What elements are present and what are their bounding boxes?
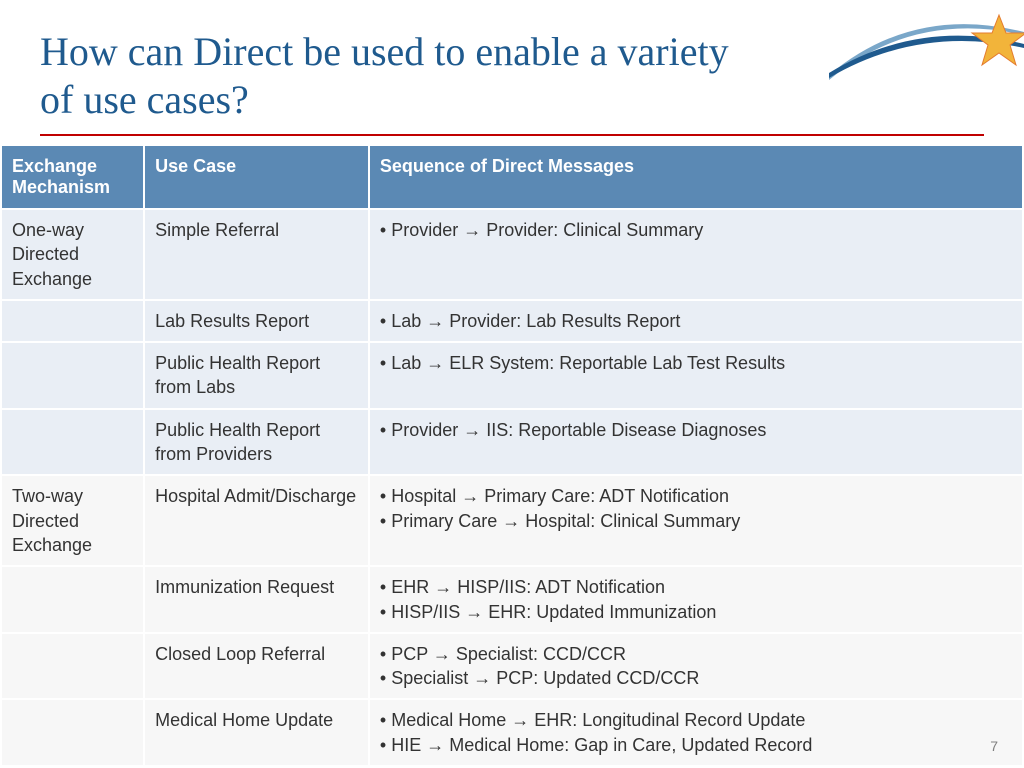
table-row: Two-way Directed ExchangeHospital Admit/… (1, 475, 1023, 566)
cell-sequence: Hospital → Primary Care: ADT Notificatio… (369, 475, 1023, 566)
cell-use-case: Simple Referral (144, 209, 369, 300)
table-row: One-way Directed ExchangeSimple Referral… (1, 209, 1023, 300)
cell-exchange-mechanism (1, 633, 144, 700)
message-bullet: HIE → Medical Home: Gap in Care, Updated… (380, 733, 1012, 757)
message-bullet: Lab → Provider: Lab Results Report (380, 309, 1012, 333)
cell-sequence: Lab → Provider: Lab Results Report (369, 300, 1023, 342)
message-bullet: Provider → Provider: Clinical Summary (380, 218, 1012, 242)
cell-exchange-mechanism (1, 342, 144, 409)
message-bullet: Primary Care → Hospital: Clinical Summar… (380, 509, 1012, 533)
cell-use-case: Medical Home Update (144, 699, 369, 766)
table-row: Public Health Report from Labs Lab → ELR … (1, 342, 1023, 409)
header-exchange-mechanism: Exchange Mechanism (1, 145, 144, 209)
cell-use-case: Public Health Report from Labs (144, 342, 369, 409)
table-row: Immunization RequestEHR → HISP/IIS: ADT … (1, 566, 1023, 633)
table-row: Public Health Report from Providers Provi… (1, 409, 1023, 476)
message-bullet: Provider → IIS: Reportable Disease Diagn… (380, 418, 1012, 442)
cell-sequence: PCP → Specialist: CCD/CCRSpecialist → PC… (369, 633, 1023, 700)
cell-sequence: Provider → IIS: Reportable Disease Diagn… (369, 409, 1023, 476)
cell-use-case: Hospital Admit/Discharge (144, 475, 369, 566)
table-row: Medical Home Update Medical Home → EHR: L… (1, 699, 1023, 766)
cell-exchange-mechanism: Two-way Directed Exchange (1, 475, 144, 566)
message-bullet: Specialist → PCP: Updated CCD/CCR (380, 666, 1012, 690)
table-row: Closed Loop ReferralPCP → Specialist: CC… (1, 633, 1023, 700)
use-cases-table: Exchange Mechanism Use Case Sequence of … (0, 144, 1024, 767)
message-bullet: EHR → HISP/IIS: ADT Notification (380, 575, 1012, 599)
table-row: Lab Results Report Lab → Provider: Lab Re… (1, 300, 1023, 342)
cell-exchange-mechanism (1, 409, 144, 476)
slide-title: How can Direct be used to enable a varie… (0, 0, 800, 130)
title-underline (40, 134, 984, 136)
cell-use-case: Lab Results Report (144, 300, 369, 342)
header-use-case: Use Case (144, 145, 369, 209)
cell-sequence: Provider → Provider: Clinical Summary (369, 209, 1023, 300)
cell-sequence: Lab → ELR System: Reportable Lab Test Re… (369, 342, 1023, 409)
cell-sequence: EHR → HISP/IIS: ADT NotificationHISP/IIS… (369, 566, 1023, 633)
cell-exchange-mechanism (1, 566, 144, 633)
message-bullet: HISP/IIS → EHR: Updated Immunization (380, 600, 1012, 624)
cell-exchange-mechanism (1, 699, 144, 766)
message-bullet: Medical Home → EHR: Longitudinal Record … (380, 708, 1012, 732)
message-bullet: Hospital → Primary Care: ADT Notificatio… (380, 484, 1012, 508)
header-sequence: Sequence of Direct Messages (369, 145, 1023, 209)
page-number: 7 (990, 738, 998, 754)
cell-use-case: Closed Loop Referral (144, 633, 369, 700)
message-bullet: PCP → Specialist: CCD/CCR (380, 642, 1012, 666)
table-header-row: Exchange Mechanism Use Case Sequence of … (1, 145, 1023, 209)
cell-use-case: Immunization Request (144, 566, 369, 633)
message-bullet: Lab → ELR System: Reportable Lab Test Re… (380, 351, 1012, 375)
cell-exchange-mechanism: One-way Directed Exchange (1, 209, 144, 300)
star-swoosh-logo (824, 0, 1024, 100)
cell-sequence: Medical Home → EHR: Longitudinal Record … (369, 699, 1023, 766)
cell-use-case: Public Health Report from Providers (144, 409, 369, 476)
cell-exchange-mechanism (1, 300, 144, 342)
